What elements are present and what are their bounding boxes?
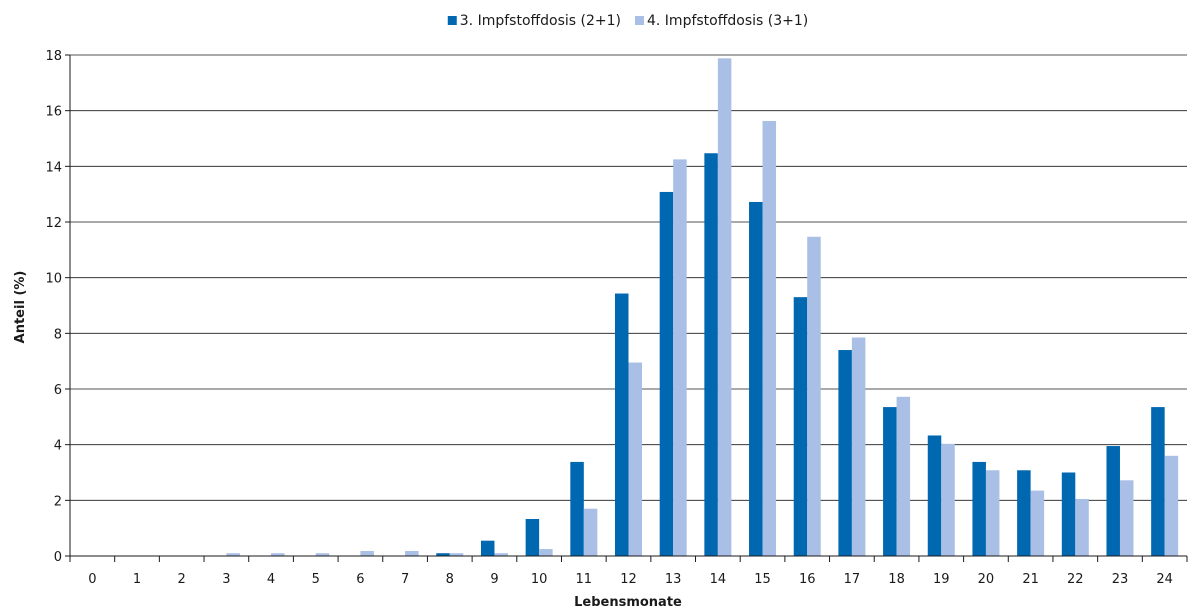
x-tick-label: 7 xyxy=(401,572,409,587)
bar-series-2 xyxy=(539,549,553,556)
bar-series-2 xyxy=(941,443,955,556)
x-tick-label: 0 xyxy=(88,572,96,587)
x-tick-label: 23 xyxy=(1112,572,1129,587)
y-tick-label: 0 xyxy=(54,550,62,565)
x-tick-label: 4 xyxy=(267,572,275,587)
legend-swatch xyxy=(635,16,644,25)
x-tick-label: 9 xyxy=(490,572,498,587)
bar-series-2 xyxy=(1075,498,1089,556)
bar-series-2 xyxy=(360,550,374,556)
bar-series-1 xyxy=(1151,407,1165,556)
legend-label: 3. Impfstoffdosis (2+1) xyxy=(460,13,621,29)
x-tick-labels: 0 1 2 3 4 5 6 7 8 9 10 11 12 13 14 15 16 17 18 19 20 21 22 23 24 xyxy=(88,572,1173,587)
x-axis-title: Lebensmonate xyxy=(574,595,682,610)
x-tick-label: 6 xyxy=(356,572,364,587)
y-tick-labels: 0 2 4 6 8 10 12 14 16 18 xyxy=(45,49,62,565)
y-axis-title: Anteil (%) xyxy=(13,271,28,344)
legend: 3. Impfstoffdosis (2+1) 4. Impfstoffdosis… xyxy=(447,13,808,29)
y-tick-label: 12 xyxy=(45,216,62,231)
x-tick-label: 1 xyxy=(133,572,141,587)
x-tick-label: 5 xyxy=(312,572,320,587)
axes xyxy=(69,55,1188,562)
bar-series-2 xyxy=(717,58,732,557)
y-tick-label: 4 xyxy=(54,439,62,454)
y-tick-label: 2 xyxy=(54,494,62,509)
bar-series-2 xyxy=(985,470,1000,556)
x-tick-label: 12 xyxy=(620,572,637,587)
x-tick-label: 19 xyxy=(933,572,950,587)
legend-item: 3. Impfstoffdosis (2+1) xyxy=(447,13,621,29)
bars xyxy=(226,58,1179,557)
x-tick-label: 22 xyxy=(1067,572,1084,587)
bar-series-1 xyxy=(793,297,808,556)
legend-swatch xyxy=(447,16,457,25)
bar-series-1 xyxy=(883,407,897,556)
y-tick-label: 16 xyxy=(45,105,62,120)
bar-series-1 xyxy=(704,153,718,557)
bar-series-2 xyxy=(494,553,508,556)
x-tick-label: 3 xyxy=(222,572,230,587)
bar-series-1 xyxy=(570,461,584,556)
bar-series-1 xyxy=(525,518,540,556)
bar-series-2 xyxy=(1164,455,1179,556)
bar-series-1 xyxy=(927,435,942,556)
x-tick-label: 15 xyxy=(754,572,771,587)
bar-series-2 xyxy=(807,236,821,557)
y-tick-label: 10 xyxy=(45,272,62,287)
y-tick-label: 6 xyxy=(54,383,62,398)
legend-label: 4. Impfstoffdosis (3+1) xyxy=(647,13,808,29)
y-tick-label: 18 xyxy=(45,49,62,64)
bar-series-1 xyxy=(1061,472,1076,556)
bar-series-2 xyxy=(628,362,642,556)
bar-series-1 xyxy=(838,350,852,556)
bar-series-1 xyxy=(480,540,495,556)
bar-series-2 xyxy=(851,337,866,556)
bar-series-2 xyxy=(1119,480,1134,556)
x-tick-label: 17 xyxy=(844,572,861,587)
bar-series-2 xyxy=(896,396,911,556)
bar-series-2 xyxy=(405,550,419,556)
bar-series-2 xyxy=(449,553,464,556)
bar-series-2 xyxy=(673,159,687,556)
y-tick-label: 8 xyxy=(54,327,62,342)
x-tick-label: 20 xyxy=(978,572,995,587)
x-tick-label: 10 xyxy=(531,572,548,587)
bar-series-2 xyxy=(226,553,240,556)
bar-series-1 xyxy=(749,201,763,556)
bar-series-1 xyxy=(659,191,674,556)
bar-series-2 xyxy=(583,508,598,556)
y-tick-label: 14 xyxy=(45,160,62,175)
bar-series-2 xyxy=(1030,490,1045,556)
x-tick-label: 24 xyxy=(1156,572,1173,587)
legend-item: 4. Impfstoffdosis (3+1) xyxy=(635,13,808,29)
x-tick-label: 13 xyxy=(665,572,682,587)
x-tick-label: 16 xyxy=(799,572,816,587)
bar-series-2 xyxy=(315,553,330,556)
bar-series-2 xyxy=(762,120,777,556)
bar-series-2 xyxy=(271,553,285,556)
x-tick-label: 11 xyxy=(576,572,593,587)
bar-series-1 xyxy=(1106,446,1120,556)
x-tick-label: 21 xyxy=(1022,572,1039,587)
bar-series-1 xyxy=(436,553,450,556)
bar-series-1 xyxy=(1017,470,1031,556)
x-tick-label: 8 xyxy=(446,572,454,587)
bar-series-1 xyxy=(972,461,986,556)
x-tick-label: 18 xyxy=(888,572,905,587)
bar-series-1 xyxy=(615,293,629,556)
x-tick-label: 14 xyxy=(710,572,727,587)
x-tick-label: 2 xyxy=(178,572,186,587)
